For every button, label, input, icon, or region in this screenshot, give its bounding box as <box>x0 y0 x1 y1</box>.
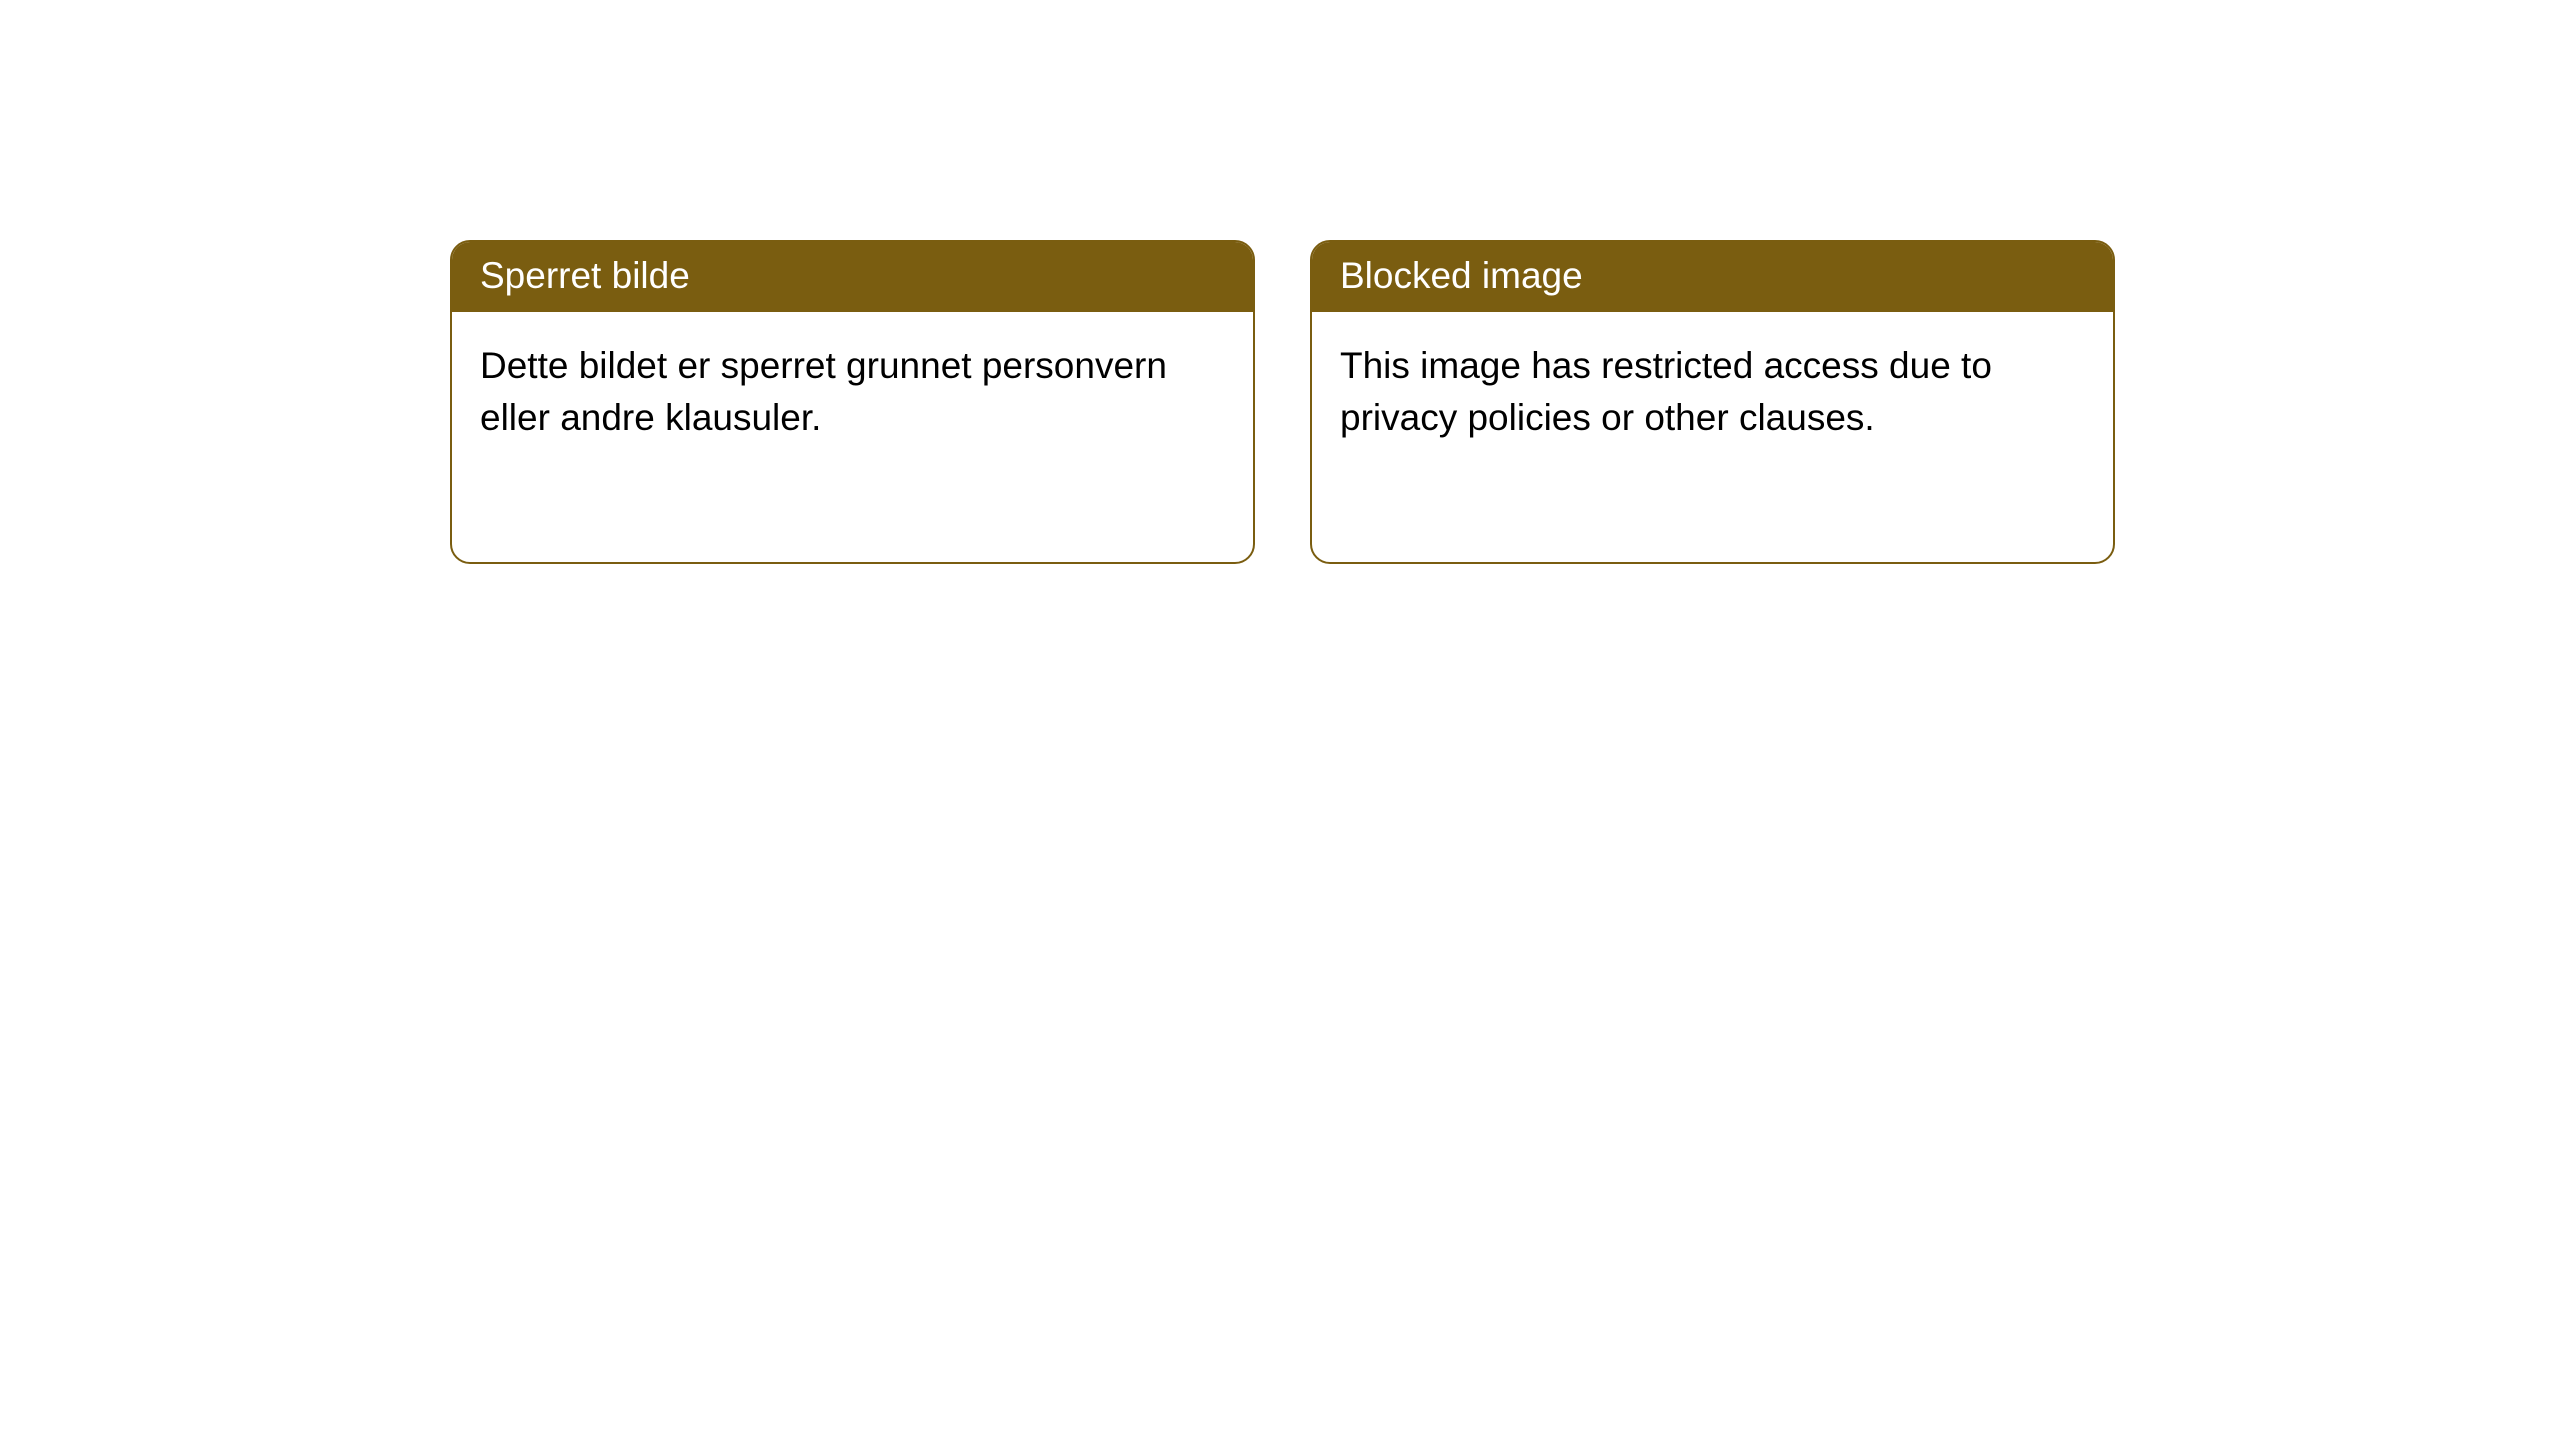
notice-body-text: This image has restricted access due to … <box>1340 345 1992 438</box>
notice-body: This image has restricted access due to … <box>1312 312 2113 562</box>
notice-card-english: Blocked image This image has restricted … <box>1310 240 2115 564</box>
notice-body-text: Dette bildet er sperret grunnet personve… <box>480 345 1167 438</box>
notice-container: Sperret bilde Dette bildet er sperret gr… <box>450 240 2115 564</box>
notice-card-norwegian: Sperret bilde Dette bildet er sperret gr… <box>450 240 1255 564</box>
notice-title: Blocked image <box>1340 255 1583 296</box>
notice-header: Blocked image <box>1312 242 2113 312</box>
notice-header: Sperret bilde <box>452 242 1253 312</box>
notice-title: Sperret bilde <box>480 255 690 296</box>
notice-body: Dette bildet er sperret grunnet personve… <box>452 312 1253 562</box>
